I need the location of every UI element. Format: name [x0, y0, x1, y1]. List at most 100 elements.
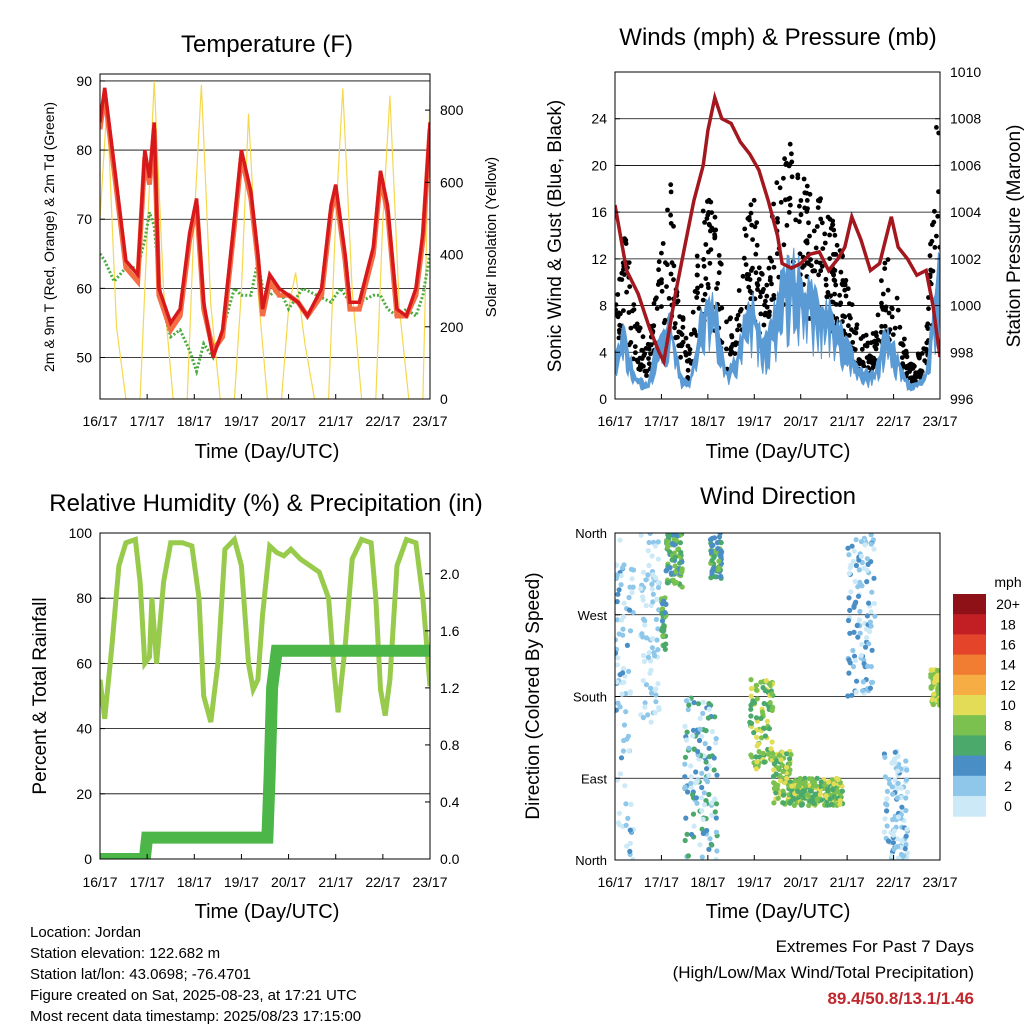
gust-point [823, 276, 829, 282]
direction-point [701, 790, 707, 796]
direction-point [798, 792, 804, 798]
x-tick-label: 18/17 [690, 413, 725, 429]
colorbar-swatch [953, 594, 986, 615]
gust-point [769, 258, 774, 264]
direction-point [846, 552, 852, 558]
temperature-y2-label: Solar Insolation (Yellow) [483, 157, 500, 317]
gust-point [672, 321, 678, 326]
direction-point [700, 699, 706, 705]
direction-point [795, 788, 801, 795]
series-station-pressure [615, 91, 940, 368]
direction-point [848, 589, 854, 595]
direction-point [654, 596, 660, 602]
y2-tick-label: 998 [950, 344, 974, 360]
direction-point [645, 654, 652, 661]
gust-point [793, 217, 799, 223]
gust-point [866, 357, 872, 363]
gust-point [936, 189, 940, 195]
gust-point [910, 365, 916, 371]
y-tick-label: 60 [76, 655, 92, 671]
direction-point [689, 831, 695, 838]
gust-point [937, 244, 940, 250]
direction-point [903, 807, 909, 814]
gust-point [774, 251, 780, 257]
direction-point [693, 769, 699, 775]
gust-point [718, 261, 724, 267]
gust-point [631, 307, 637, 312]
direction-point [646, 650, 652, 656]
direction-point [686, 702, 692, 708]
x-tick-label: 17/17 [644, 874, 679, 890]
gust-point [932, 208, 937, 214]
x-tick-label: 20/17 [783, 874, 818, 890]
gust-point [651, 323, 657, 328]
direction-point [868, 533, 874, 538]
direction-point [645, 712, 651, 718]
direction-point [890, 817, 896, 823]
gust-point [621, 308, 626, 313]
direction-point [699, 808, 705, 814]
direction-point [904, 826, 910, 832]
direction-point [641, 658, 648, 665]
gust-point [712, 232, 717, 238]
humidity-precip-panel: Relative Humidity (%) & Precipitation (i… [30, 490, 483, 923]
direction-point [834, 787, 840, 794]
gust-point [714, 286, 719, 291]
gust-point [665, 207, 670, 213]
direction-point [695, 701, 702, 707]
direction-point [688, 784, 694, 790]
direction-point [623, 801, 629, 807]
direction-point [699, 854, 705, 860]
direction-point [761, 759, 767, 765]
gust-point [786, 210, 792, 215]
direction-point [693, 795, 700, 801]
direction-point [760, 685, 766, 691]
gust-point [843, 293, 849, 299]
direction-point [894, 844, 901, 850]
direction-point [616, 587, 622, 593]
direction-point [619, 565, 626, 571]
direction-point [666, 534, 672, 540]
gust-point [638, 362, 644, 368]
direction-point [712, 809, 718, 815]
direction-point [669, 557, 675, 563]
direction-point [855, 634, 861, 640]
gust-point [646, 356, 651, 361]
direction-point [904, 767, 910, 773]
direction-point [770, 751, 776, 757]
direction-point [774, 758, 780, 764]
colorbar-label: 20+ [996, 596, 1020, 612]
gust-point [830, 222, 836, 228]
gust-point [814, 224, 820, 229]
direction-point [714, 540, 721, 546]
gust-point [814, 259, 819, 265]
x-tick-label: 17/17 [644, 413, 679, 429]
colorbar-swatch [953, 634, 986, 656]
direction-point [648, 685, 654, 691]
direction-point [638, 533, 644, 538]
direction-point [884, 802, 890, 808]
series-dewpoint [100, 211, 430, 377]
direction-point [708, 575, 714, 581]
direction-point [642, 618, 648, 624]
extremes-values: 89.4/50.8/13.1/1.46 [827, 989, 974, 1008]
direction-point [652, 710, 658, 716]
direction-point [621, 737, 627, 744]
wind-x-label: Time (Day/UTC) [706, 441, 851, 463]
direction-point [850, 558, 857, 564]
direction-point [617, 704, 623, 710]
direction-point [753, 754, 759, 760]
gust-point [712, 235, 718, 241]
gust-point [751, 197, 757, 203]
direction-point [868, 609, 874, 615]
gust-point [782, 156, 787, 162]
direction-point [623, 691, 629, 697]
direction-point [667, 565, 673, 571]
gust-point [886, 310, 892, 316]
y-tick-label: 40 [76, 721, 92, 737]
gust-point [890, 332, 896, 337]
gust-point [700, 208, 706, 214]
gust-point [847, 301, 852, 306]
x-tick-label: 19/17 [224, 413, 259, 429]
gust-point [879, 278, 884, 284]
